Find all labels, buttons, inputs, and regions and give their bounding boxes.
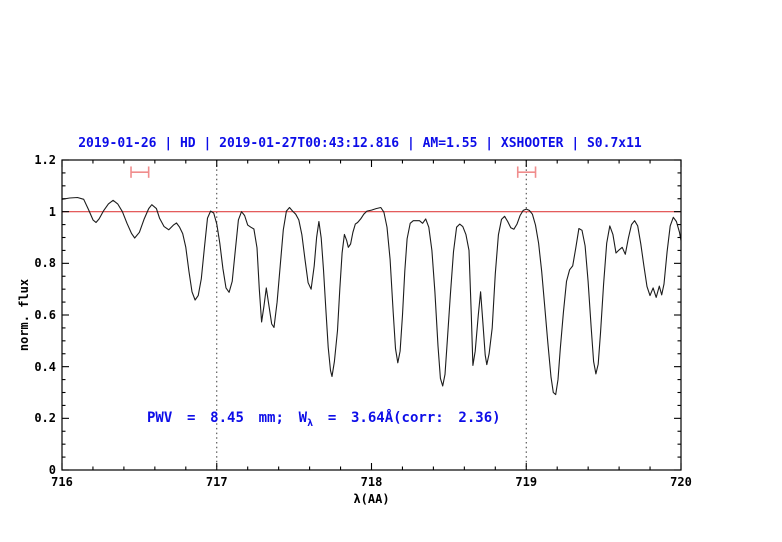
- y-tick-label-0.2: 0.2: [34, 411, 56, 426]
- y-tick-label-0.6: 0.6: [34, 308, 56, 322]
- plot-title: 2019-01-26 | HD | 2019-01-27T00:43:12.81…: [78, 136, 642, 151]
- y-tick-label-1.2: 1.2: [34, 153, 56, 167]
- y-tick-label-0.4: 0.4: [34, 359, 56, 374]
- x-tick-label-718: 718: [360, 475, 383, 489]
- y-tick-label-0: 0: [48, 463, 56, 477]
- x-tick-label-717: 717: [205, 475, 228, 489]
- y-tick-label-1: 1: [48, 204, 56, 219]
- pwv-annotation: PWV = 8.45 mm; Wλ = 3.64Å(corr: 2.36): [147, 410, 501, 429]
- x-tick-label-720: 720: [670, 475, 692, 489]
- x-tick-label-716: 716: [51, 475, 73, 489]
- y-tick-label-0.8: 0.8: [34, 256, 56, 271]
- pwv-annotation-suffix: = 3.64Å(corr: 2.36): [313, 410, 501, 426]
- x-tick-label-719: 719: [515, 475, 538, 489]
- pwv-annotation-lambda-subscript: λ: [307, 417, 314, 429]
- pwv-annotation-prefix: PWV = 8.45 mm; W: [147, 410, 308, 426]
- spectrum-curve: [61, 196, 682, 396]
- x-axis-label: λ(AA): [353, 492, 390, 506]
